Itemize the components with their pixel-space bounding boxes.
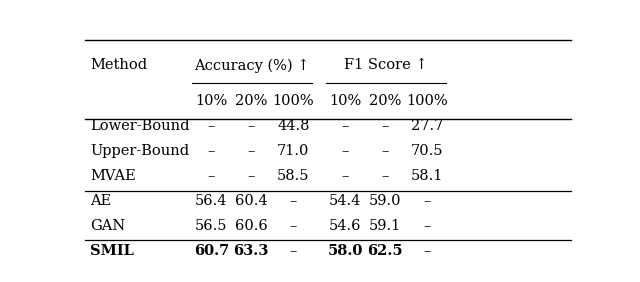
Text: F1 Score ↑: F1 Score ↑ bbox=[344, 58, 428, 72]
Text: –: – bbox=[289, 219, 297, 233]
Text: –: – bbox=[342, 144, 349, 158]
Text: Method: Method bbox=[90, 58, 147, 72]
Text: 44.8: 44.8 bbox=[277, 119, 310, 133]
Text: 100%: 100% bbox=[273, 94, 314, 108]
Text: Upper-Bound: Upper-Bound bbox=[90, 144, 189, 158]
Text: 20%: 20% bbox=[235, 94, 268, 108]
Text: 59.0: 59.0 bbox=[369, 194, 401, 208]
Text: 20%: 20% bbox=[369, 94, 401, 108]
Text: SMIL: SMIL bbox=[90, 244, 134, 258]
Text: –: – bbox=[424, 219, 431, 233]
Text: –: – bbox=[381, 119, 388, 133]
Text: –: – bbox=[208, 119, 215, 133]
Text: Accuracy (%) ↑: Accuracy (%) ↑ bbox=[194, 58, 310, 72]
Text: 71.0: 71.0 bbox=[277, 144, 310, 158]
Text: 63.3: 63.3 bbox=[234, 244, 269, 258]
Text: –: – bbox=[424, 244, 431, 258]
Text: 59.1: 59.1 bbox=[369, 219, 401, 233]
Text: 100%: 100% bbox=[406, 94, 448, 108]
Text: –: – bbox=[208, 169, 215, 183]
Text: 54.6: 54.6 bbox=[329, 219, 362, 233]
Text: –: – bbox=[289, 244, 297, 258]
Text: Lower-Bound: Lower-Bound bbox=[90, 119, 189, 133]
Text: GAN: GAN bbox=[90, 219, 125, 233]
Text: –: – bbox=[248, 169, 255, 183]
Text: –: – bbox=[381, 169, 388, 183]
Text: AE: AE bbox=[90, 194, 111, 208]
Text: –: – bbox=[424, 194, 431, 208]
Text: 56.4: 56.4 bbox=[195, 194, 228, 208]
Text: –: – bbox=[381, 144, 388, 158]
Text: –: – bbox=[248, 119, 255, 133]
Text: –: – bbox=[342, 169, 349, 183]
Text: –: – bbox=[342, 119, 349, 133]
Text: 10%: 10% bbox=[195, 94, 228, 108]
Text: 60.7: 60.7 bbox=[194, 244, 229, 258]
Text: 60.6: 60.6 bbox=[235, 219, 268, 233]
Text: 58.0: 58.0 bbox=[328, 244, 363, 258]
Text: 58.5: 58.5 bbox=[277, 169, 310, 183]
Text: 62.5: 62.5 bbox=[367, 244, 403, 258]
Text: 58.1: 58.1 bbox=[411, 169, 444, 183]
Text: –: – bbox=[248, 144, 255, 158]
Text: –: – bbox=[289, 194, 297, 208]
Text: 56.5: 56.5 bbox=[195, 219, 228, 233]
Text: –: – bbox=[208, 144, 215, 158]
Text: 10%: 10% bbox=[329, 94, 362, 108]
Text: MVAE: MVAE bbox=[90, 169, 136, 183]
Text: 54.4: 54.4 bbox=[329, 194, 362, 208]
Text: 27.7: 27.7 bbox=[411, 119, 444, 133]
Text: 70.5: 70.5 bbox=[411, 144, 444, 158]
Text: 60.4: 60.4 bbox=[235, 194, 268, 208]
